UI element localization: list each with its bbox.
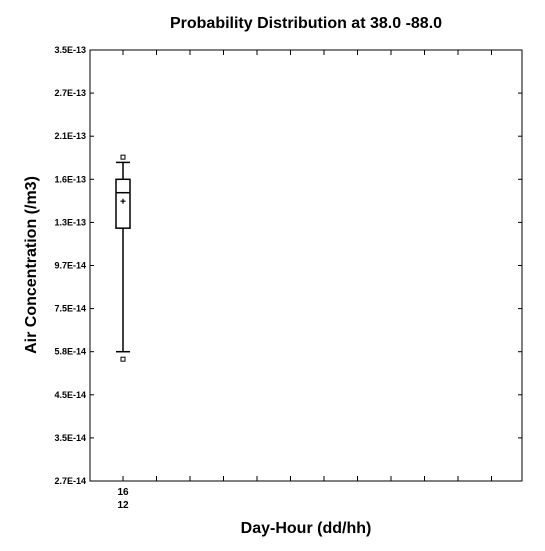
- y-tick-label: 2.7E-13: [54, 88, 86, 98]
- chart-title: Probability Distribution at 38.0 -88.0: [170, 15, 442, 32]
- y-tick-label: 4.5E-14: [54, 390, 86, 400]
- box-plots: [115, 154, 131, 362]
- y-tick-label: 3.5E-13: [54, 45, 86, 55]
- x-axis-label: Day-Hour (dd/hh): [241, 520, 372, 537]
- plot-frame: [89, 49, 523, 482]
- y-tick-label: 2.7E-14: [54, 476, 86, 486]
- y-tick-label: 1.3E-13: [54, 217, 86, 227]
- y-axis-label: Air Concentration (/m3): [23, 176, 40, 354]
- interquartile-box: [115, 178, 131, 229]
- y-tick-label: 7.5E-14: [54, 304, 86, 314]
- y-tick-label: 1.6E-13: [54, 174, 86, 184]
- y-tick-label: 9.7E-14: [54, 261, 86, 271]
- outlier-point: [120, 356, 126, 362]
- x-tick-label-hour: 12: [117, 500, 129, 511]
- y-axis-ticks: 3.5E-13 2.7E-13 2.1E-13 1.6E-13 1.3E-13 9.7E-…: [54, 45, 522, 486]
- outlier-point: [120, 154, 126, 160]
- y-tick-label: 3.5E-14: [54, 433, 86, 443]
- y-tick-label: 5.8E-14: [54, 347, 86, 357]
- x-tick-label-day: 16: [117, 487, 129, 498]
- y-tick-label: 2.1E-13: [54, 131, 86, 141]
